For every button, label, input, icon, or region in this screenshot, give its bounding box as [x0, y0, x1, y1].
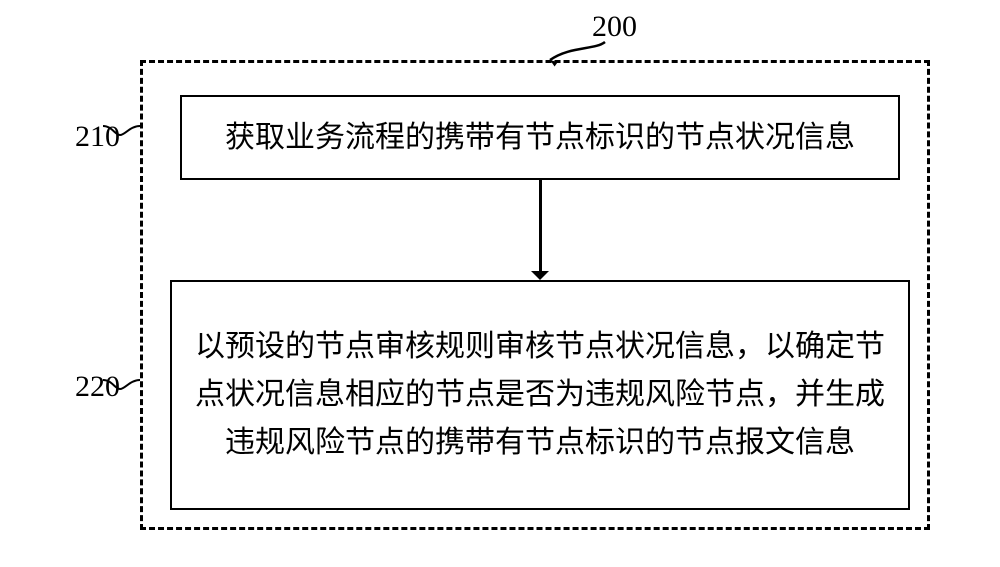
flowchart-canvas: 200 获取业务流程的携带有节点标识的节点状况信息 210 以预设的节点审核规则…	[0, 0, 1000, 567]
squiggle-220	[0, 0, 1000, 567]
